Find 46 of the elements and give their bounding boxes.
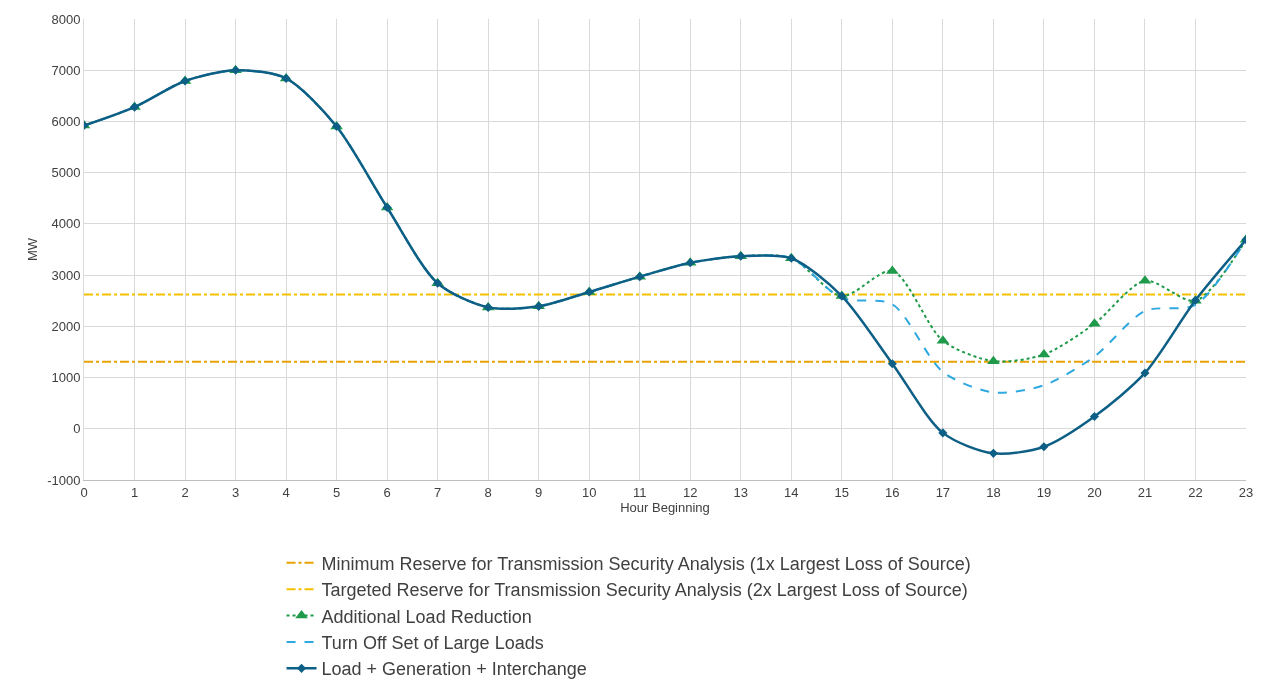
y-tick-label: 5000 (51, 165, 81, 181)
x-tick-label: 8 (484, 484, 492, 500)
x-tick-label: 23 (1238, 484, 1254, 500)
point (938, 428, 948, 438)
y-tick-label: 2000 (51, 318, 81, 334)
x-tick-label: 10 (581, 484, 597, 500)
x-tick-label: 1 (130, 484, 139, 500)
y-tick-label: 4000 (51, 216, 81, 232)
point (1140, 368, 1150, 378)
y-tick-label: 3000 (51, 267, 81, 283)
y-tick-label: -1000 (47, 472, 81, 488)
x-tick-label: 18 (986, 484, 1001, 500)
x-tick-label: 12 (683, 484, 698, 500)
y-tick-label: 8000 (51, 11, 81, 27)
point (988, 448, 998, 458)
y-tick-label: 7000 (51, 62, 81, 78)
y-tick-label: 0 (73, 421, 81, 437)
x-tick-label: 2 (181, 484, 189, 500)
y-axis-title: MW (25, 237, 41, 262)
x-tick-label: 11 (632, 484, 647, 500)
x-axis-title: Hour Beginning (620, 500, 710, 516)
legend-label: Minimum Reserve for Transmission Security Analysis (1x Largest Loss of Source) (321, 553, 971, 574)
y-tick-label: 1000 (51, 370, 81, 386)
x-tick-label: 3 (231, 484, 240, 500)
x-tick-label: 22 (1188, 484, 1203, 500)
point (1089, 411, 1099, 422)
x-tick-label: 20 (1087, 484, 1102, 500)
x-tick-label: 9 (535, 484, 543, 500)
x-tick-label: 13 (733, 484, 749, 500)
legend-label: Load + Generation + Interchange (321, 659, 587, 680)
legend-label: Turn Off Set of Large Loads (321, 632, 544, 653)
legend-label: Additional Load Reduction (321, 606, 532, 627)
x-tick-label: 21 (1137, 484, 1153, 500)
x-tick-label: 15 (834, 484, 850, 500)
point (887, 359, 897, 369)
x-tick-label: 19 (1036, 484, 1052, 500)
legend-label: Targeted Reserve for Transmission Security Analysis (2x Largest Loss of Source) (321, 580, 968, 601)
x-tick-label: 16 (885, 484, 900, 500)
x-tick-label: 14 (784, 484, 799, 500)
x-tick-label: 7 (434, 484, 442, 500)
y-tick-label: 6000 (51, 113, 81, 129)
point (1039, 442, 1049, 452)
x-tick-label: 5 (332, 484, 341, 500)
x-tick-label: 17 (935, 484, 951, 500)
x-tick-label: 6 (383, 484, 391, 500)
x-tick-label: 4 (282, 484, 290, 500)
